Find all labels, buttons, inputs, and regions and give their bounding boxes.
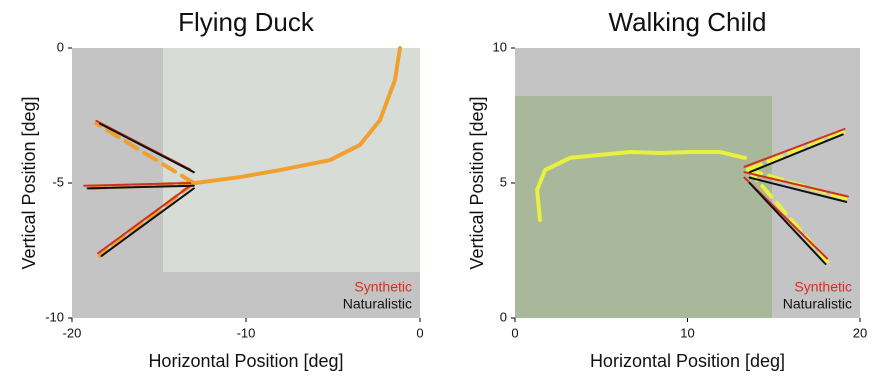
y-axis-label: Vertical Position [deg] xyxy=(467,96,487,269)
x-axis-label: Horizontal Position [deg] xyxy=(148,351,343,371)
y-axis-label: Vertical Position [deg] xyxy=(19,96,39,269)
figure: Flying Duck Horizontal Position [deg] Vert… xyxy=(0,0,873,378)
legend-entry: Naturalistic xyxy=(783,296,852,312)
chart-title: Flying Duck xyxy=(178,7,315,37)
x-tick-label: -10 xyxy=(237,325,256,340)
page: {"chart_data":[ {"type":"line","title":"… xyxy=(0,0,873,378)
x-tick-label: 0 xyxy=(416,325,423,340)
y-tick-label: 0 xyxy=(57,39,64,54)
x-axis-label: Horizontal Position [deg] xyxy=(590,351,785,371)
y-tick-label: -10 xyxy=(45,309,64,324)
x-tick-label: 0 xyxy=(511,325,518,340)
video-frame xyxy=(515,96,772,318)
legend-entry: Synthetic xyxy=(354,279,412,295)
y-tick-label: 5 xyxy=(500,174,507,189)
x-tick-label: 20 xyxy=(853,325,867,340)
chart-title: Walking Child xyxy=(609,7,767,37)
legend-entry: Synthetic xyxy=(794,279,852,295)
y-tick-label: 0 xyxy=(500,309,507,324)
video-frame xyxy=(163,48,420,272)
y-tick-label: 10 xyxy=(493,39,507,54)
legend-entry: Naturalistic xyxy=(343,296,412,312)
x-tick-label: 10 xyxy=(680,325,694,340)
x-tick-label: -20 xyxy=(63,325,82,340)
y-tick-label: -5 xyxy=(52,174,64,189)
